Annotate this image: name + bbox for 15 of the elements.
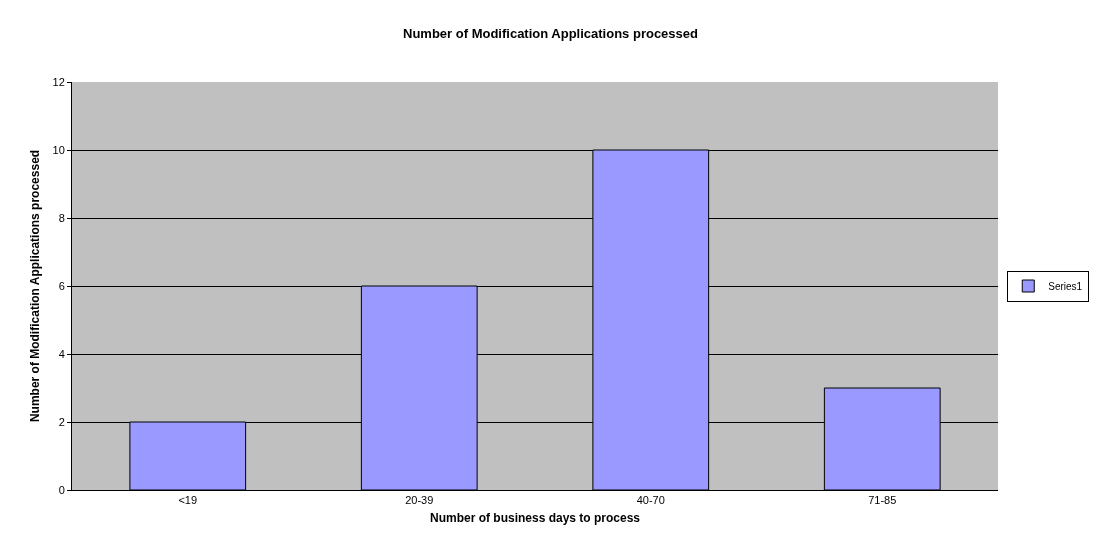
y-tick-label: 0: [58, 483, 65, 496]
x-tick-label: 20-39: [405, 494, 434, 507]
x-tick-label: 40-70: [636, 494, 665, 507]
y-tick-label: 2: [58, 415, 65, 428]
chart-title: Number of Modification Applications processed: [403, 26, 699, 42]
y-tick-label: 12: [52, 75, 65, 88]
y-tick-label: 10: [52, 143, 65, 156]
x-axis-title: Number of business days to process: [429, 511, 641, 526]
y-tick-label: 8: [58, 211, 65, 224]
y-axis-title: Number of Modification Applications processed: [27, 149, 42, 423]
x-tick-label: <19: [178, 494, 198, 507]
y-tick-label: 6: [58, 279, 65, 292]
y-tick-label: 4: [58, 347, 65, 360]
legend-label: Series1: [1048, 280, 1083, 292]
x-tick-label: 71-85: [868, 494, 897, 507]
